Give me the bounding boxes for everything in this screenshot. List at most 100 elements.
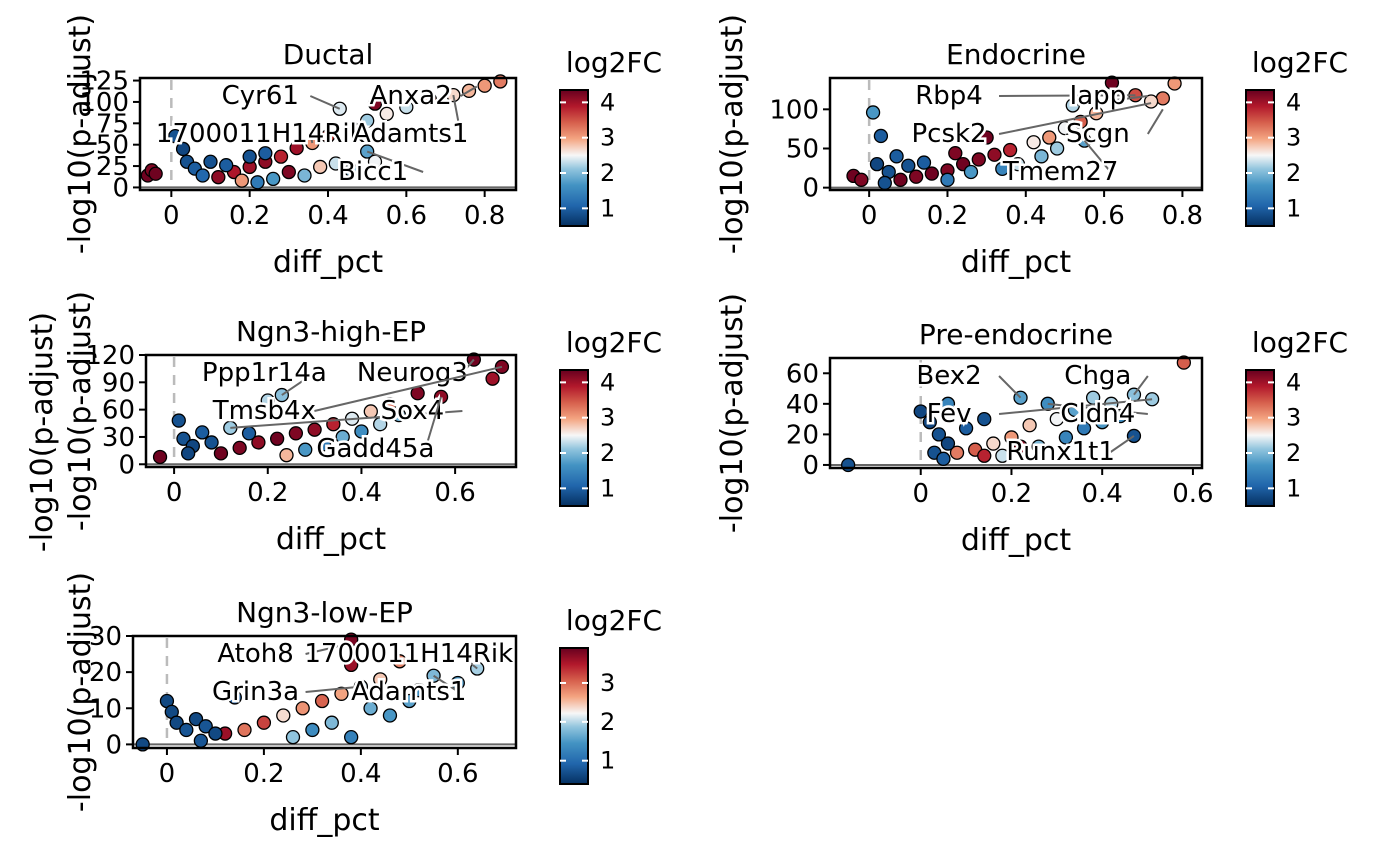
gene-label: Adamts1 (353, 119, 468, 149)
data-point (873, 128, 889, 144)
colorbar (559, 89, 589, 227)
gene-label: Ppp1r14a (202, 358, 327, 388)
gene-label: Neurog3 (357, 358, 468, 388)
y-tick-label: 0 (802, 451, 819, 481)
data-point (320, 128, 336, 144)
label-connector (1047, 402, 1148, 415)
y-tick-label: 50 (786, 134, 819, 164)
legend-tick-label: 1 (600, 194, 615, 222)
y-tick-label: 0 (112, 173, 129, 203)
data-point (450, 675, 465, 691)
data-point (193, 733, 209, 748)
data-point (913, 404, 928, 419)
label-connector (461, 358, 475, 374)
panel-4: Pre-endocrine Bex2 Chga Fev Cldn4 Runx1t1 0 0.2… (715, 293, 1348, 558)
legend-tick-label: 3 (1286, 404, 1301, 432)
x-tick-label: 0 (861, 201, 878, 231)
gene-label: Pcsk2 (911, 119, 986, 149)
y-tick-label: 30 (89, 622, 122, 652)
data-point (916, 155, 932, 170)
data-point (1002, 142, 1018, 158)
label-connector (230, 410, 463, 429)
data-point (251, 435, 266, 450)
data-point (168, 128, 183, 144)
x-tick-label: 0 (163, 201, 180, 231)
gene-label: Grin3a (212, 677, 299, 707)
y-tick-label: 125 (79, 67, 129, 97)
panel-title: Ngn3-high-EP (236, 315, 426, 348)
data-point (936, 451, 951, 466)
data-point (195, 168, 210, 183)
x-tick-label: 0.8 (464, 201, 505, 231)
label-connector (281, 372, 315, 396)
data-point (175, 141, 191, 157)
data-point (234, 173, 249, 188)
data-point (188, 711, 204, 727)
data-point (986, 436, 1001, 451)
data-point (402, 693, 417, 709)
legend-tick-label: 2 (600, 439, 615, 467)
legend-tick-label: 1 (600, 747, 615, 775)
gene-label: Runx1t1 (1006, 437, 1115, 467)
gene-label: Fev (927, 399, 972, 429)
data-point (276, 708, 291, 723)
data-point (269, 431, 285, 446)
data-point (1004, 430, 1019, 445)
data-point (324, 715, 339, 730)
data-point (344, 163, 359, 178)
data-point (931, 427, 947, 442)
data-point (273, 149, 289, 164)
data-point (949, 445, 965, 460)
data-point (948, 146, 963, 161)
data-point (1013, 439, 1028, 454)
gene-label: 1700011H14Rik (304, 639, 513, 669)
panel-title: Endocrine (946, 38, 1086, 71)
data-point (1104, 75, 1120, 90)
data-point (360, 113, 375, 128)
data-point (335, 429, 350, 445)
y-tick-label: 20 (89, 658, 122, 688)
x-tick-label: 0 (912, 479, 929, 509)
panel-title: Ngn3-low-EP (236, 596, 413, 629)
colorbar (559, 369, 589, 507)
legend-tick-label: 3 (600, 669, 615, 697)
data-point (316, 437, 332, 452)
data-point (865, 105, 881, 120)
y-tick-label: 10 (89, 694, 122, 724)
legend-tick-label: 2 (1286, 439, 1301, 467)
data-point (289, 140, 304, 156)
legend-tick-label: 1 (1286, 194, 1301, 222)
data-point (344, 120, 359, 135)
plot-frame (131, 634, 518, 750)
data-point (298, 442, 313, 457)
gene-label: Tmsb4x (212, 396, 316, 426)
y-tick-label: 0 (802, 174, 819, 204)
data-point (204, 435, 219, 450)
data-point (889, 149, 904, 164)
x-tick-label: 0.8 (1162, 201, 1203, 231)
data-point (477, 78, 492, 93)
data-point (250, 175, 265, 190)
x-tick-label: 0.4 (1082, 479, 1123, 509)
y-tick-label: 60 (102, 396, 135, 426)
data-point (344, 657, 359, 673)
data-point (1022, 418, 1037, 433)
data-point (877, 175, 892, 191)
gene-label: Cyr61 (222, 81, 299, 111)
data-point (908, 169, 924, 184)
x-tick-label: 0.2 (991, 479, 1032, 509)
label-connector (314, 365, 503, 412)
legend-tick-label: 4 (1286, 88, 1301, 116)
data-point (901, 158, 916, 173)
data-point (148, 166, 163, 181)
label-connector (433, 674, 460, 693)
x-tick-label: 0.2 (243, 759, 284, 789)
legend-tick-label: 2 (1286, 159, 1301, 187)
x-axis-label: diff_pct (961, 245, 1072, 280)
plot-frame (828, 76, 1204, 192)
y-tick-label: 0 (118, 450, 135, 480)
x-axis-label: diff_pct (273, 245, 384, 280)
legend-title: log2FC (1252, 326, 1348, 359)
colorbar-legend: log2FC 1 2 3 4 (1245, 46, 1348, 227)
